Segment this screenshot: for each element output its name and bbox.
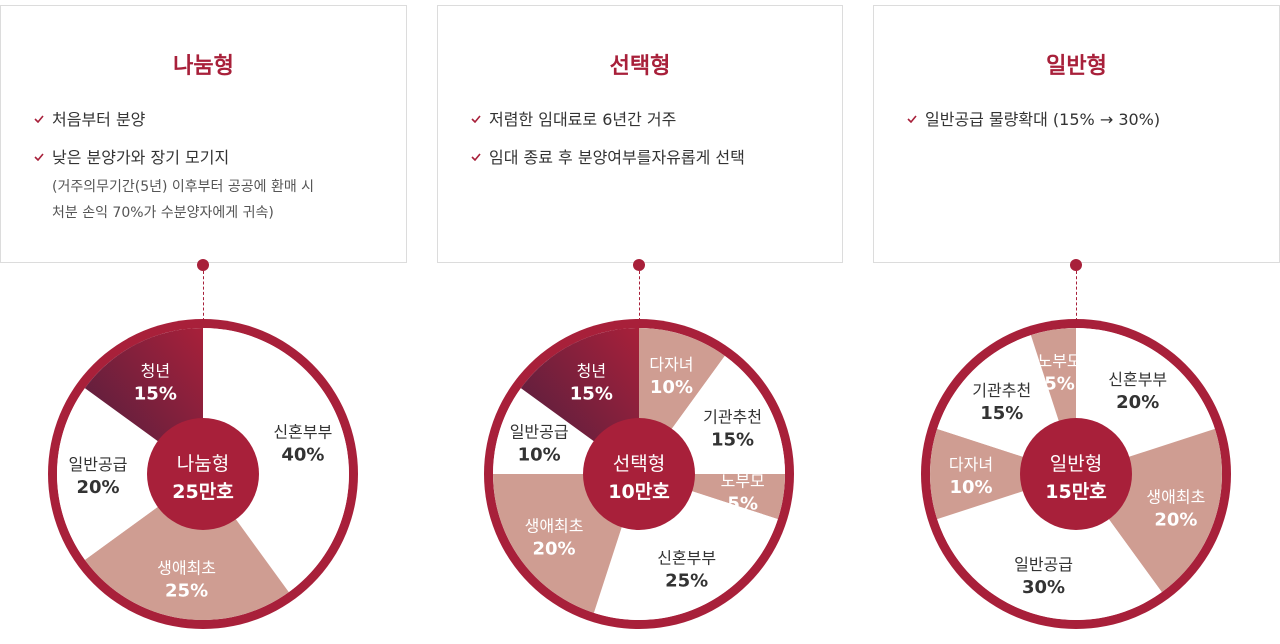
- connector-dot: [633, 259, 645, 271]
- bullet-list: 일반공급 물량확대 (15% → 30%): [907, 108, 1160, 146]
- slice-value-label: 20%: [1116, 392, 1159, 413]
- slice-value-label: 5%: [727, 493, 758, 514]
- bullet-list: 처음부터 분양 낮은 분양가와 장기 모기지 (거주의무기간(5년) 이후부터 …: [34, 108, 314, 240]
- note-line: (거주의무기간(5년) 이후부터 공공에 환매 시: [52, 179, 315, 195]
- center-name: 일반형: [1050, 453, 1102, 475]
- slice-value-label: 15%: [134, 383, 177, 404]
- slice-value-label: 10%: [650, 377, 693, 398]
- slice-label: 기관추천: [972, 381, 1031, 400]
- slice-value-label: 20%: [1154, 509, 1197, 530]
- center-count: 15만호: [1045, 481, 1106, 503]
- pie-slice: [937, 474, 1162, 620]
- bullet-text: 낮은 분양가와 장기 모기지: [52, 148, 230, 167]
- slice-label: 일반공급: [69, 455, 128, 474]
- check-icon: [34, 115, 44, 123]
- pie-center: [1020, 418, 1132, 530]
- bullet-text: 임대 종료 후 분양여부를자유롭게 선택: [489, 148, 745, 167]
- check-icon: [471, 115, 481, 123]
- slice-label: 생애최초: [157, 559, 216, 578]
- slice-value-label: 15%: [711, 429, 754, 450]
- pie-center: [147, 418, 259, 530]
- slice-label: 노부모: [1037, 351, 1081, 370]
- card-title: 나눔형: [173, 54, 234, 79]
- card-nanum: 나눔형 처음부터 분양 낮은 분양가와 장기 모기지 (거주의무기간(5년) 이…: [0, 5, 407, 263]
- list-item: 처음부터 분양: [34, 108, 314, 132]
- check-icon: [907, 115, 917, 123]
- slice-value-label: 20%: [76, 477, 119, 498]
- pie-slice: [930, 428, 1076, 520]
- slice-label: 신혼부부: [1108, 370, 1167, 389]
- list-item: 일반공급 물량확대 (15% → 30%): [907, 108, 1160, 132]
- pie-slice: [84, 474, 289, 620]
- connector-line: [639, 271, 640, 321]
- slice-label: 생애최초: [525, 517, 584, 536]
- slice-value-label: 30%: [1022, 577, 1065, 598]
- slice-label: 청년: [577, 361, 606, 380]
- slice-value-label: 40%: [281, 445, 324, 466]
- connector-line: [1076, 271, 1077, 321]
- card-ilban: 일반형 일반공급 물량확대 (15% → 30%): [873, 5, 1280, 263]
- slice-label: 다자녀: [649, 355, 693, 374]
- slice-value-label: 10%: [949, 477, 992, 498]
- slice-label: 신혼부부: [657, 549, 716, 568]
- center-count: 10만호: [608, 481, 669, 503]
- slice-label: 기관추천: [703, 407, 762, 426]
- slice-value-label: 15%: [980, 403, 1023, 424]
- pie-center: [583, 418, 695, 530]
- connector-dot: [197, 259, 209, 271]
- card-title: 선택형: [609, 54, 671, 79]
- bullet-note: (거주의무기간(5년) 이후부터 공공에 환매 시 처분 손익 70%가 수분양…: [52, 174, 314, 226]
- bullet-text: 일반공급 물량확대 (15% → 30%): [925, 110, 1161, 129]
- check-icon: [34, 153, 44, 161]
- slice-label: 청년: [141, 361, 170, 380]
- slice-value-label: 25%: [165, 581, 208, 602]
- connector-line: [203, 271, 204, 321]
- check-icon: [471, 153, 481, 161]
- list-item: 임대 종료 후 분양여부를자유롭게 선택: [471, 146, 745, 170]
- center-name: 선택형: [613, 453, 665, 475]
- bullet-text: 저렴한 임대료로 6년간 거주: [489, 110, 677, 129]
- list-item: 낮은 분양가와 장기 모기지 (거주의무기간(5년) 이후부터 공공에 환매 시…: [34, 146, 314, 226]
- card-title: 일반형: [1046, 54, 1107, 79]
- note-line: 처분 손익 70%가 수분양자에게 귀속): [52, 205, 274, 221]
- slice-label: 일반공급: [510, 423, 569, 442]
- bullet-list: 저렴한 임대료로 6년간 거주 임대 종료 후 분양여부를자유롭게 선택: [471, 108, 745, 184]
- connector-dot: [1070, 259, 1082, 271]
- slice-value-label: 5%: [1044, 373, 1075, 394]
- slice-value-label: 25%: [665, 571, 708, 592]
- slice-label: 생애최초: [1146, 487, 1205, 506]
- slice-label: 신혼부부: [273, 423, 332, 442]
- slice-value-label: 20%: [533, 539, 576, 560]
- slice-label: 일반공급: [1014, 555, 1073, 574]
- center-count: 25만호: [172, 481, 233, 503]
- list-item: 저렴한 임대료로 6년간 거주: [471, 108, 745, 132]
- pie-slice: [56, 388, 203, 560]
- slice-value-label: 10%: [518, 445, 561, 466]
- slice-value-label: 15%: [570, 383, 613, 404]
- card-seontaek: 선택형 저렴한 임대료로 6년간 거주 임대 종료 후 분양여부를자유롭게 선택: [437, 5, 843, 263]
- pie-slice: [203, 328, 349, 593]
- center-name: 나눔형: [177, 453, 229, 475]
- slice-label: 노부모: [721, 471, 765, 490]
- slice-label: 다자녀: [949, 455, 993, 474]
- bullet-text: 처음부터 분양: [52, 110, 146, 129]
